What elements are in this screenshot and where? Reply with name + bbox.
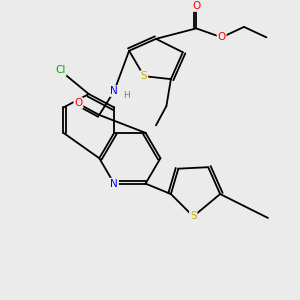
Text: O: O — [192, 1, 200, 11]
Text: S: S — [190, 212, 196, 221]
Text: O: O — [218, 32, 226, 42]
Text: N: N — [110, 86, 118, 96]
Text: S: S — [141, 71, 147, 81]
Text: H: H — [123, 91, 130, 100]
Text: Cl: Cl — [55, 65, 66, 75]
Text: O: O — [74, 98, 82, 108]
Text: N: N — [110, 178, 118, 189]
